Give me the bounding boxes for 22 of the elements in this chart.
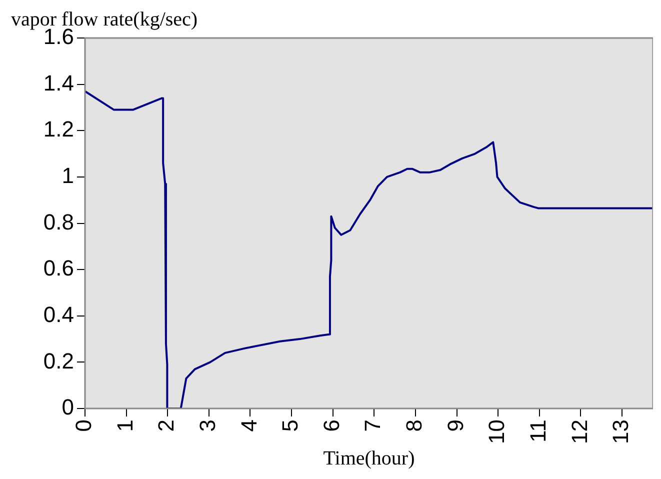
x-tick-label: 10: [484, 420, 510, 444]
x-tick-label: 13: [608, 420, 634, 444]
x-tick-label: 7: [360, 420, 386, 432]
x-tick-label: 11: [525, 420, 550, 442]
x-tick-label: 4: [236, 420, 262, 432]
y-tick-label: 1: [62, 163, 74, 188]
x-tick-label: 6: [318, 420, 344, 432]
y-tick-label: 0.8: [43, 209, 74, 234]
x-tick-label: 12: [566, 420, 592, 444]
y-tick-label: 1.2: [43, 116, 74, 142]
x-tick-label: 5: [278, 420, 303, 432]
y-tick-label: 0.6: [43, 256, 74, 281]
x-tick-label: 9: [442, 420, 468, 432]
x-tick-label: 0: [71, 420, 96, 432]
x-tick-label: 8: [402, 420, 427, 432]
y-tick-label: 0.2: [43, 348, 74, 374]
x-tick-label: 1: [112, 420, 138, 432]
x-axis-title: Time(hour): [323, 447, 415, 470]
x-tick-label: 3: [194, 420, 220, 432]
x-tick-label: 2: [154, 420, 179, 432]
y-tick-label: 0.4: [43, 302, 74, 327]
y-tick-label: 1.4: [43, 70, 74, 96]
